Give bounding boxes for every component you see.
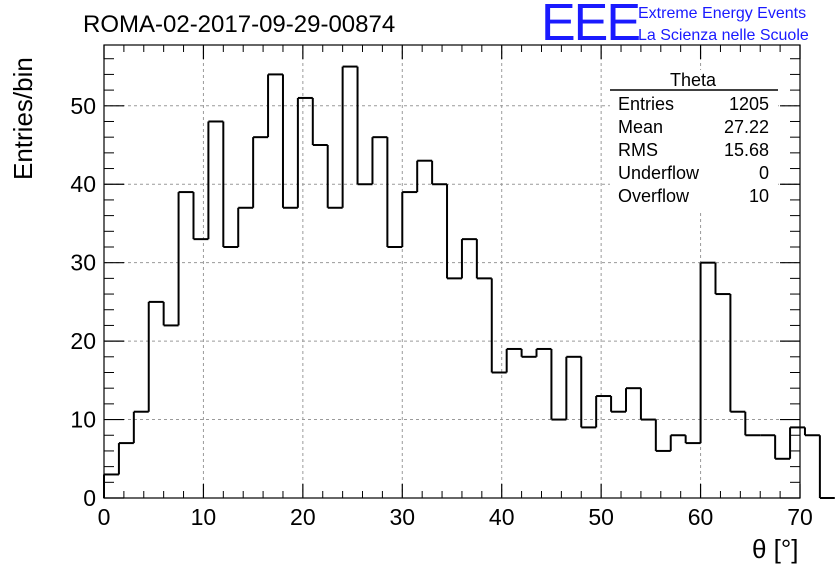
stats-row-label: RMS xyxy=(618,140,658,160)
x-tick-label: 30 xyxy=(389,504,415,530)
y-tick-label: 40 xyxy=(70,171,96,197)
stats-box-background xyxy=(610,70,778,210)
y-tick-label: 0 xyxy=(83,485,96,511)
logo-text: EEE xyxy=(541,0,639,52)
y-tick-label: 30 xyxy=(70,250,96,276)
stats-row-label: Underflow xyxy=(618,163,700,183)
y-axis-label: Entries/bin xyxy=(8,57,38,180)
stats-row-value: 0 xyxy=(759,163,769,183)
x-tick-label: 40 xyxy=(489,504,515,530)
x-tick-label: 70 xyxy=(787,504,813,530)
logo-line2: La Scienza nelle Scuole xyxy=(638,27,809,44)
x-axis-label: θ [°] xyxy=(752,534,799,564)
plot-frame xyxy=(103,44,801,499)
stats-row-value: 27.22 xyxy=(724,117,769,137)
y-tick-label: 10 xyxy=(70,407,96,433)
stats-row-label: Mean xyxy=(618,117,663,137)
grid xyxy=(104,45,800,498)
eee-logo: EEE Extreme Energy Events La Scienza nel… xyxy=(541,0,809,52)
stats-row-value: 1205 xyxy=(729,94,769,114)
x-tick-label: 10 xyxy=(191,504,217,530)
stats-row-label: Overflow xyxy=(618,186,690,206)
x-tick-label: 60 xyxy=(688,504,714,530)
logo-line1: Extreme Energy Events xyxy=(638,5,806,22)
y-tick-label: 20 xyxy=(70,328,96,354)
x-tick-label: 20 xyxy=(290,504,316,530)
histogram xyxy=(103,65,835,499)
stats-box-title: Theta xyxy=(670,70,717,90)
stats-row-value: 10 xyxy=(749,186,769,206)
y-tick-label: 50 xyxy=(70,93,96,119)
stats-box: Theta Entries 1205 Mean 27.22 RMS 15.68 Underf… xyxy=(610,70,778,210)
tick-labels: 0 10 20 30 40 50 60 70 0 10 20 30 40 50 xyxy=(70,93,812,530)
stats-row-value: 15.68 xyxy=(724,140,769,160)
stats-rows: Entries 1205 Mean 27.22 RMS 15.68 Underflow 0 Ov… xyxy=(618,94,769,206)
run-title: ROMA-02-2017-09-29-00874 xyxy=(83,11,395,38)
x-tick-label: 0 xyxy=(98,504,111,530)
stats-row-label: Entries xyxy=(618,94,674,114)
x-tick-label: 50 xyxy=(588,504,614,530)
